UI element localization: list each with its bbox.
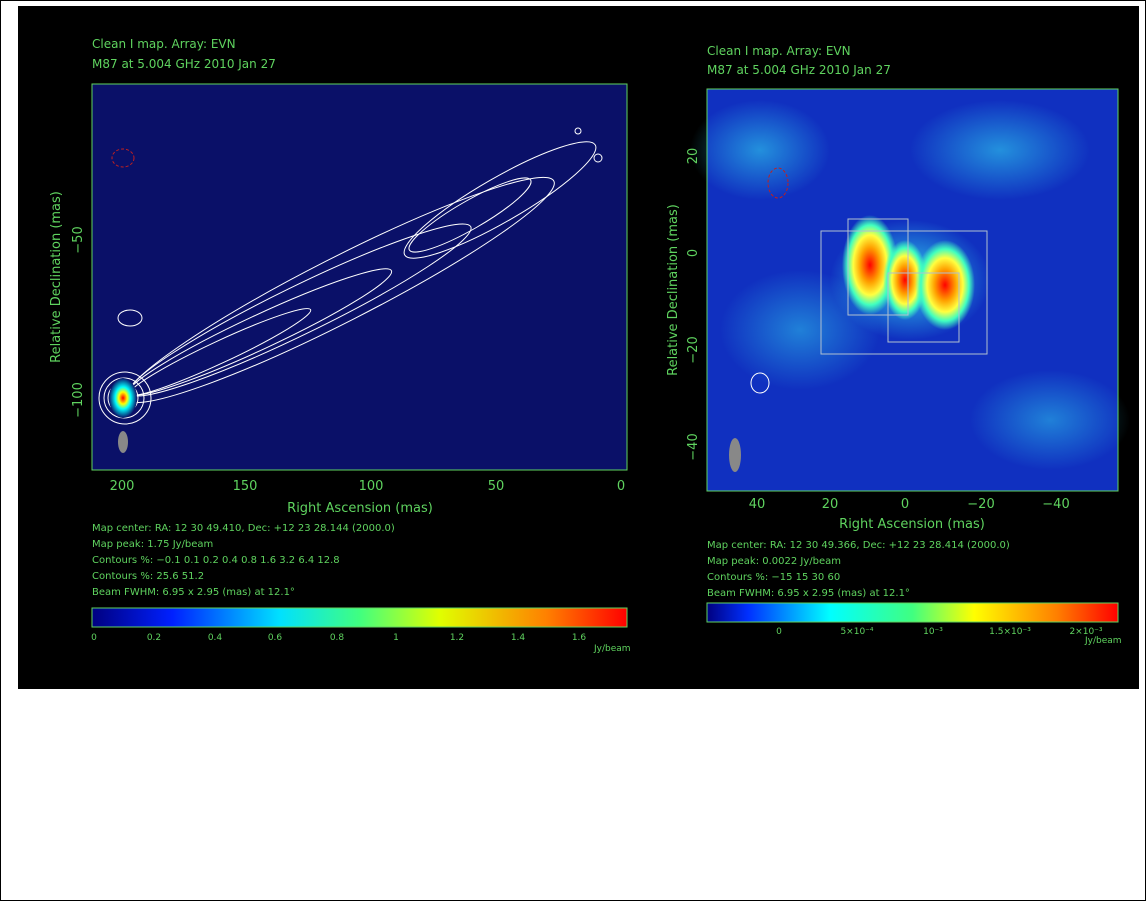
colorbar-tick-label: 0.8 <box>330 633 345 643</box>
info-line: Map peak: 1.75 Jy/beam <box>92 539 213 550</box>
colorbar-tick-label: 1.5×10⁻³ <box>989 627 1031 637</box>
panel-title: Clean I map. Array: EVN <box>92 37 236 51</box>
x-tick-label: 200 <box>110 479 135 494</box>
colorbar-tick-label: 10⁻³ <box>923 627 943 637</box>
x-tick-label: −40 <box>1042 497 1069 512</box>
x-tick-label: 40 <box>749 497 766 512</box>
colorbar-tick-label: 0 <box>776 627 782 637</box>
info-line: Contours %: −15 15 30 60 <box>707 572 840 583</box>
colorbar-unit: Jy/beam <box>1084 636 1122 646</box>
y-tick-label: 0 <box>686 249 701 257</box>
panel-title: M87 at 5.004 GHz 2010 Jan 27 <box>92 57 276 71</box>
info-line: Contours %: 25.6 51.2 <box>92 571 204 582</box>
page: {"panels":[ {"title":["Clean I map. Arra… <box>0 0 1146 905</box>
colorbar-tick-label: 0 <box>91 633 97 643</box>
y-axis-label: Relative Declination (mas) <box>49 191 64 363</box>
colorbar-tick-label: 1.2 <box>450 633 464 643</box>
x-axis-label: Right Ascension (mas) <box>287 501 433 516</box>
info-line: Beam FWHM: 6.95 x 2.95 (mas) at 12.1° <box>707 588 910 599</box>
colorbar-tick-label: 1.6 <box>572 633 587 643</box>
x-tick-label: 150 <box>233 479 258 494</box>
colorbar-tick-label: 1 <box>393 633 399 643</box>
x-tick-label: 0 <box>617 479 625 494</box>
figure: Clean I map. Array: EVN M87 at 5.004 GHz … <box>0 0 1146 901</box>
colorbar <box>92 608 627 627</box>
colorbar-tick-label: 0.2 <box>147 633 161 643</box>
beam <box>729 438 741 472</box>
colorbar-tick-label: 5×10⁻⁴ <box>840 627 873 637</box>
y-tick-label: −40 <box>686 433 701 460</box>
x-tick-label: 0 <box>901 497 909 512</box>
colorbar-tick-label: 1.4 <box>511 633 526 643</box>
x-axis-label: Right Ascension (mas) <box>839 517 985 532</box>
info-line: Contours %: −0.1 0.1 0.2 0.4 0.8 1.6 3.2… <box>92 555 340 566</box>
colorbar-tick-label: 0.4 <box>208 633 223 643</box>
x-tick-label: 100 <box>359 479 384 494</box>
panel-title: Clean I map. Array: EVN <box>707 44 851 58</box>
map-left <box>92 84 627 470</box>
info-line: Map center: RA: 12 30 49.366, Dec: +12 2… <box>707 540 1010 551</box>
core <box>109 378 137 418</box>
y-tick-label: 20 <box>686 148 701 165</box>
panel-title: M87 at 5.004 GHz 2010 Jan 27 <box>707 63 891 77</box>
colorbar-unit: Jy/beam <box>593 644 631 654</box>
y-axis-label: Relative Declination (mas) <box>666 204 681 376</box>
y-tick-label: −50 <box>71 226 86 253</box>
info-line: Map peak: 0.0022 Jy/beam <box>707 556 841 567</box>
colorbar-tick-label: 0.6 <box>268 633 283 643</box>
info-line: Beam FWHM: 6.95 x 2.95 (mas) at 12.1° <box>92 587 295 598</box>
y-tick-label: −100 <box>71 382 86 418</box>
beam <box>118 431 128 453</box>
y-tick-label: −20 <box>686 336 701 363</box>
info-line: Map center: RA: 12 30 49.410, Dec: +12 2… <box>92 523 395 534</box>
colorbar <box>707 603 1118 622</box>
x-tick-label: 50 <box>488 479 505 494</box>
x-tick-label: −20 <box>967 497 994 512</box>
x-tick-label: 20 <box>822 497 839 512</box>
